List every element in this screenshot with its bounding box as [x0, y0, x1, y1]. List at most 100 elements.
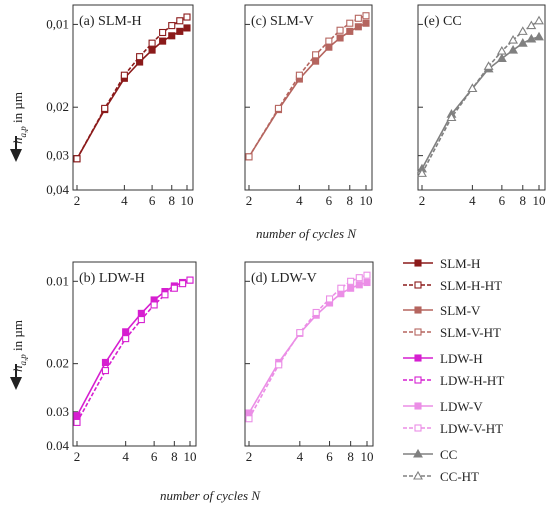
- legend-label: SLM-H-HT: [440, 278, 502, 293]
- x-tick-label: 6: [499, 193, 506, 208]
- data-point: [483, 61, 494, 70]
- panel-title: (d) LDW-V: [251, 271, 317, 286]
- y-tick-label: 0,03: [46, 148, 69, 163]
- x-tick-label: 4: [469, 193, 476, 208]
- y-tick-label: 0.02: [46, 356, 69, 371]
- down-arrow-icon: [10, 364, 22, 390]
- data-point: [120, 71, 128, 79]
- series-line: [248, 274, 368, 420]
- data-point: [148, 39, 156, 47]
- chart-panels: 0,010,020,030,042 4 6 8 10(a) SLM-H2 4 6 8 10(c)…: [46, 4, 546, 464]
- legend-item-slm-h-ht: SLM-H-HT: [403, 278, 502, 293]
- data-point: [168, 22, 176, 30]
- data-point: [363, 278, 371, 287]
- legend-item-slm-v-ht: SLM-V-HT: [403, 325, 501, 340]
- data-point: [73, 155, 81, 163]
- panel-5: 2 4 6 8 10 (d) LDW-V: [244, 261, 374, 464]
- series-cc-ht: [417, 15, 544, 177]
- data-point: [517, 38, 528, 47]
- x-tick-label: 4: [296, 193, 303, 208]
- series-slm-h-ht: [73, 13, 191, 163]
- legend-swatch-marker: [414, 376, 422, 384]
- data-point: [355, 274, 363, 282]
- legend-swatch-marker: [413, 448, 423, 458]
- series-line: [248, 14, 367, 158]
- data-point: [122, 328, 130, 336]
- data-point: [355, 281, 363, 289]
- panel-1: 0,01 0,02 0,03 0,04 2 4 6 8 10 (a) SLM-H: [46, 4, 194, 208]
- data-point: [73, 418, 81, 426]
- data-point: [176, 17, 184, 25]
- data-point: [159, 28, 167, 37]
- series-line: [76, 279, 191, 417]
- series-line: [248, 281, 368, 414]
- y-tick-label: 0.03: [46, 404, 69, 419]
- data-point: [496, 53, 507, 63]
- data-point: [295, 71, 303, 79]
- plot-frame: [244, 261, 374, 447]
- plot-frame: [244, 4, 373, 191]
- legend-swatch-marker: [413, 470, 423, 480]
- data-point: [508, 44, 519, 54]
- data-point: [325, 43, 333, 51]
- x-tick-label: 10: [184, 449, 197, 464]
- legend-swatch-marker: [414, 424, 422, 432]
- x-axis-label-bottom: number of cycles N: [160, 488, 261, 503]
- data-point: [245, 415, 253, 423]
- data-point: [346, 19, 354, 27]
- data-point: [325, 295, 334, 303]
- data-point: [161, 291, 169, 299]
- data-point: [347, 277, 355, 285]
- series-cc: [417, 31, 544, 173]
- x-tick-label: 2: [246, 193, 253, 208]
- legend-swatch-marker: [414, 402, 422, 410]
- series-ldw-v: [245, 278, 371, 417]
- y-axis-label-bottom: ha,p in µm: [10, 320, 28, 372]
- legend-swatch-marker: [414, 328, 422, 336]
- data-point: [496, 45, 507, 55]
- data-point: [159, 37, 167, 45]
- data-point: [534, 15, 544, 25]
- x-tick-label: 10: [533, 193, 546, 208]
- y-tick-label: 0,01: [46, 16, 69, 31]
- data-point: [417, 168, 427, 177]
- data-point: [312, 308, 320, 317]
- data-point: [170, 284, 178, 292]
- x-tick-label: 6: [151, 449, 158, 464]
- legend-item-slm-h: SLM-H: [403, 256, 480, 271]
- data-point: [296, 329, 304, 337]
- data-point: [336, 26, 344, 34]
- data-point: [101, 358, 110, 367]
- data-point: [526, 33, 537, 43]
- data-point: [275, 361, 283, 369]
- data-point: [183, 13, 191, 21]
- panel-title: (a) SLM-H: [79, 14, 142, 29]
- down-arrow-icon: [10, 136, 22, 162]
- x-tick-label: 8: [347, 449, 354, 464]
- data-point: [363, 271, 371, 279]
- legend-swatch-marker: [414, 354, 422, 362]
- y-axis-label-sub: a,p: [18, 126, 28, 138]
- data-point: [101, 367, 110, 375]
- x-tick-label: 8: [520, 193, 527, 208]
- legend-label: LDW-H: [440, 351, 483, 366]
- x-tick-label: 2: [74, 193, 81, 208]
- legend-label: SLM-V: [440, 303, 481, 318]
- series-slm-v-ht: [245, 12, 370, 161]
- data-point: [467, 83, 478, 93]
- data-point: [534, 31, 544, 41]
- series-slm-h: [73, 24, 191, 163]
- y-tick-label: 0,02: [46, 99, 69, 114]
- x-tick-label: 10: [181, 193, 194, 208]
- data-point: [517, 26, 528, 35]
- legend-item-cc: CC: [403, 447, 457, 462]
- series-ldw-v-ht: [245, 271, 371, 423]
- y-tick-label: 0.01: [46, 273, 69, 288]
- data-point: [347, 284, 355, 292]
- y-tick-label: 0,04: [46, 182, 69, 197]
- data-point: [336, 34, 344, 42]
- data-point: [168, 32, 176, 40]
- x-tick-label: 6: [326, 449, 333, 464]
- x-tick-label: 8: [168, 193, 175, 208]
